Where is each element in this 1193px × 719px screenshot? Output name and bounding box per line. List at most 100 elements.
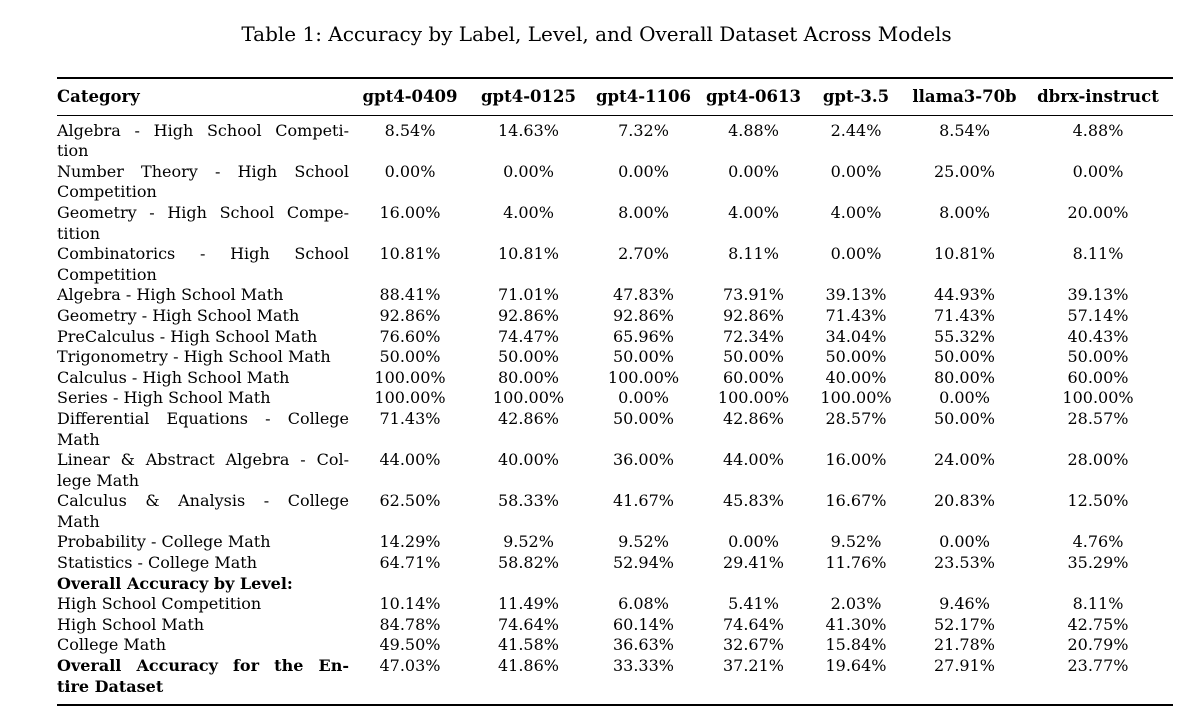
accuracy-cell: 21.78%: [933, 635, 995, 655]
category-cell: Algebra - High School Math: [57, 285, 349, 306]
category-line: Linear & Abstract Algebra - Col-: [57, 450, 349, 470]
table-row: Statistics - College Math 64.71% 58.82% 52.…: [57, 553, 1173, 574]
accuracy-cell: 10.81%: [497, 244, 559, 264]
accuracy-cell: 50.00%: [933, 408, 995, 428]
table-row: Differential Equations - College Math 71.4…: [57, 409, 1173, 450]
category-cell: College Math: [57, 635, 349, 656]
accuracy-cell: [349, 574, 471, 595]
category-cell: Statistics - College Math: [57, 553, 349, 574]
accuracy-cell: 74.47%: [497, 326, 559, 346]
accuracy-cell: 37.21%: [722, 656, 784, 676]
accuracy-cell: 62.50%: [379, 491, 441, 511]
accuracy-cell: 71.43%: [933, 305, 995, 325]
accuracy-cell: 4.00%: [503, 202, 554, 222]
table-row: High School Math 84.78% 74.64% 60.14% 74.64%…: [57, 615, 1173, 636]
column-header-category: Category: [57, 79, 349, 116]
accuracy-cell: 16.00%: [825, 450, 887, 470]
accuracy-cell: 80.00%: [497, 367, 559, 387]
accuracy-cell: 8.11%: [1072, 244, 1124, 264]
accuracy-cell: 20.79%: [1067, 635, 1129, 655]
accuracy-cell: 9.46%: [939, 594, 990, 614]
accuracy-cell: 47.03%: [379, 656, 441, 676]
accuracy-cell: 0.00%: [939, 388, 990, 408]
category-line: Algebra - High School Competi-: [57, 120, 349, 140]
accuracy-cell: 92.86%: [497, 305, 559, 325]
accuracy-cell: 11.76%: [825, 553, 887, 573]
category-line: Differential Equations - College: [57, 408, 349, 428]
table-row: High School Competition 10.14% 11.49% 6.08%…: [57, 594, 1173, 615]
accuracy-cell: 58.33%: [497, 491, 559, 511]
table-row: Overall Accuracy by Level:: [57, 574, 1173, 595]
category-cell: Number Theory - High School Competition: [57, 162, 349, 203]
table-row: Calculus & Analysis - College Math 62.50% 5…: [57, 491, 1173, 532]
accuracy-cell: 100.00%: [374, 367, 446, 387]
accuracy-cell: 71.43%: [825, 305, 887, 325]
accuracy-cell: 8.54%: [939, 120, 990, 140]
category-cell: Geometry - High School Math: [57, 306, 349, 327]
accuracy-cell: 50.00%: [497, 347, 559, 367]
accuracy-cell: 10.81%: [933, 244, 995, 264]
table-row: Number Theory - High School Competition 0.…: [57, 162, 1173, 203]
accuracy-cell: 25.00%: [933, 161, 995, 181]
category-line: Competition: [57, 264, 157, 284]
accuracy-cell: 2.70%: [618, 244, 669, 264]
accuracy-cell: 4.00%: [830, 202, 882, 222]
column-header-model: llama3-70b: [906, 79, 1023, 116]
accuracy-cell: 2.44%: [830, 120, 882, 140]
accuracy-cell: [906, 574, 1023, 595]
accuracy-cell: 0.00%: [728, 532, 779, 552]
accuracy-cell: 8.54%: [384, 120, 436, 140]
category-cell: Series - High School Math: [57, 388, 349, 409]
accuracy-cell: 19.64%: [825, 656, 887, 676]
accuracy-cell: 23.77%: [1067, 656, 1129, 676]
accuracy-cell: 14.63%: [497, 120, 559, 140]
accuracy-cell: [701, 574, 806, 595]
table-row: Trigonometry - High School Math 50.00% 50.…: [57, 347, 1173, 368]
accuracy-cell: 47.83%: [612, 285, 674, 305]
accuracy-cell: 24.00%: [933, 450, 995, 470]
accuracy-cell: 29.41%: [722, 553, 784, 573]
accuracy-cell: 58.82%: [497, 553, 559, 573]
accuracy-cell: 44.00%: [722, 450, 784, 470]
table-row: Geometry - High School Math 92.86% 92.86% 9…: [57, 306, 1173, 327]
accuracy-cell: 28.00%: [1067, 450, 1129, 470]
accuracy-cell: 10.14%: [379, 594, 441, 614]
category-cell: High School Competition: [57, 594, 349, 615]
accuracy-cell: 92.86%: [379, 305, 441, 325]
accuracy-cell: 60.14%: [612, 614, 674, 634]
accuracy-cell: [471, 574, 586, 595]
table-row: Combinatorics - High School Competition 10…: [57, 244, 1173, 285]
table-row: Calculus - High School Math 100.00% 80.00%…: [57, 368, 1173, 389]
accuracy-cell: 50.00%: [612, 408, 674, 428]
accuracy-cell: 42.86%: [497, 408, 559, 428]
category-line: Geometry - High School Compe-: [57, 202, 349, 222]
accuracy-cell: 7.32%: [618, 120, 669, 140]
accuracy-cell: [806, 574, 906, 595]
category-cell: Trigonometry - High School Math: [57, 347, 349, 368]
accuracy-cell: 28.57%: [1067, 408, 1129, 428]
category-line: Probability - College Math: [57, 532, 271, 552]
accuracy-cell: 50.00%: [379, 347, 441, 367]
accuracy-cell: 4.00%: [728, 202, 779, 222]
accuracy-cell: 100.00%: [492, 388, 565, 408]
category-line: College Math: [57, 635, 167, 655]
category-line: Overall Accuracy by Level:: [57, 573, 293, 593]
category-line: tire Dataset: [57, 676, 164, 696]
category-cell: Differential Equations - College Math: [57, 409, 349, 450]
accuracy-cell: 52.94%: [612, 553, 674, 573]
accuracy-cell: 4.76%: [1072, 532, 1124, 552]
accuracy-cell: 92.86%: [612, 305, 674, 325]
column-header-model: gpt4-0409: [349, 79, 471, 116]
accuracy-cell: 0.00%: [618, 161, 669, 181]
accuracy-cell: 0.00%: [939, 532, 990, 552]
accuracy-cell: 16.67%: [825, 491, 887, 511]
accuracy-cell: 34.04%: [825, 326, 887, 346]
accuracy-cell: 0.00%: [728, 161, 779, 181]
accuracy-cell: 39.13%: [1067, 285, 1129, 305]
category-line: High School Competition: [57, 594, 262, 614]
accuracy-cell: 40.00%: [825, 367, 887, 387]
category-cell: Probability - College Math: [57, 532, 349, 553]
table-row: PreCalculus - High School Math 76.60% 74.4…: [57, 327, 1173, 348]
category-line: Series - High School Math: [57, 388, 271, 408]
